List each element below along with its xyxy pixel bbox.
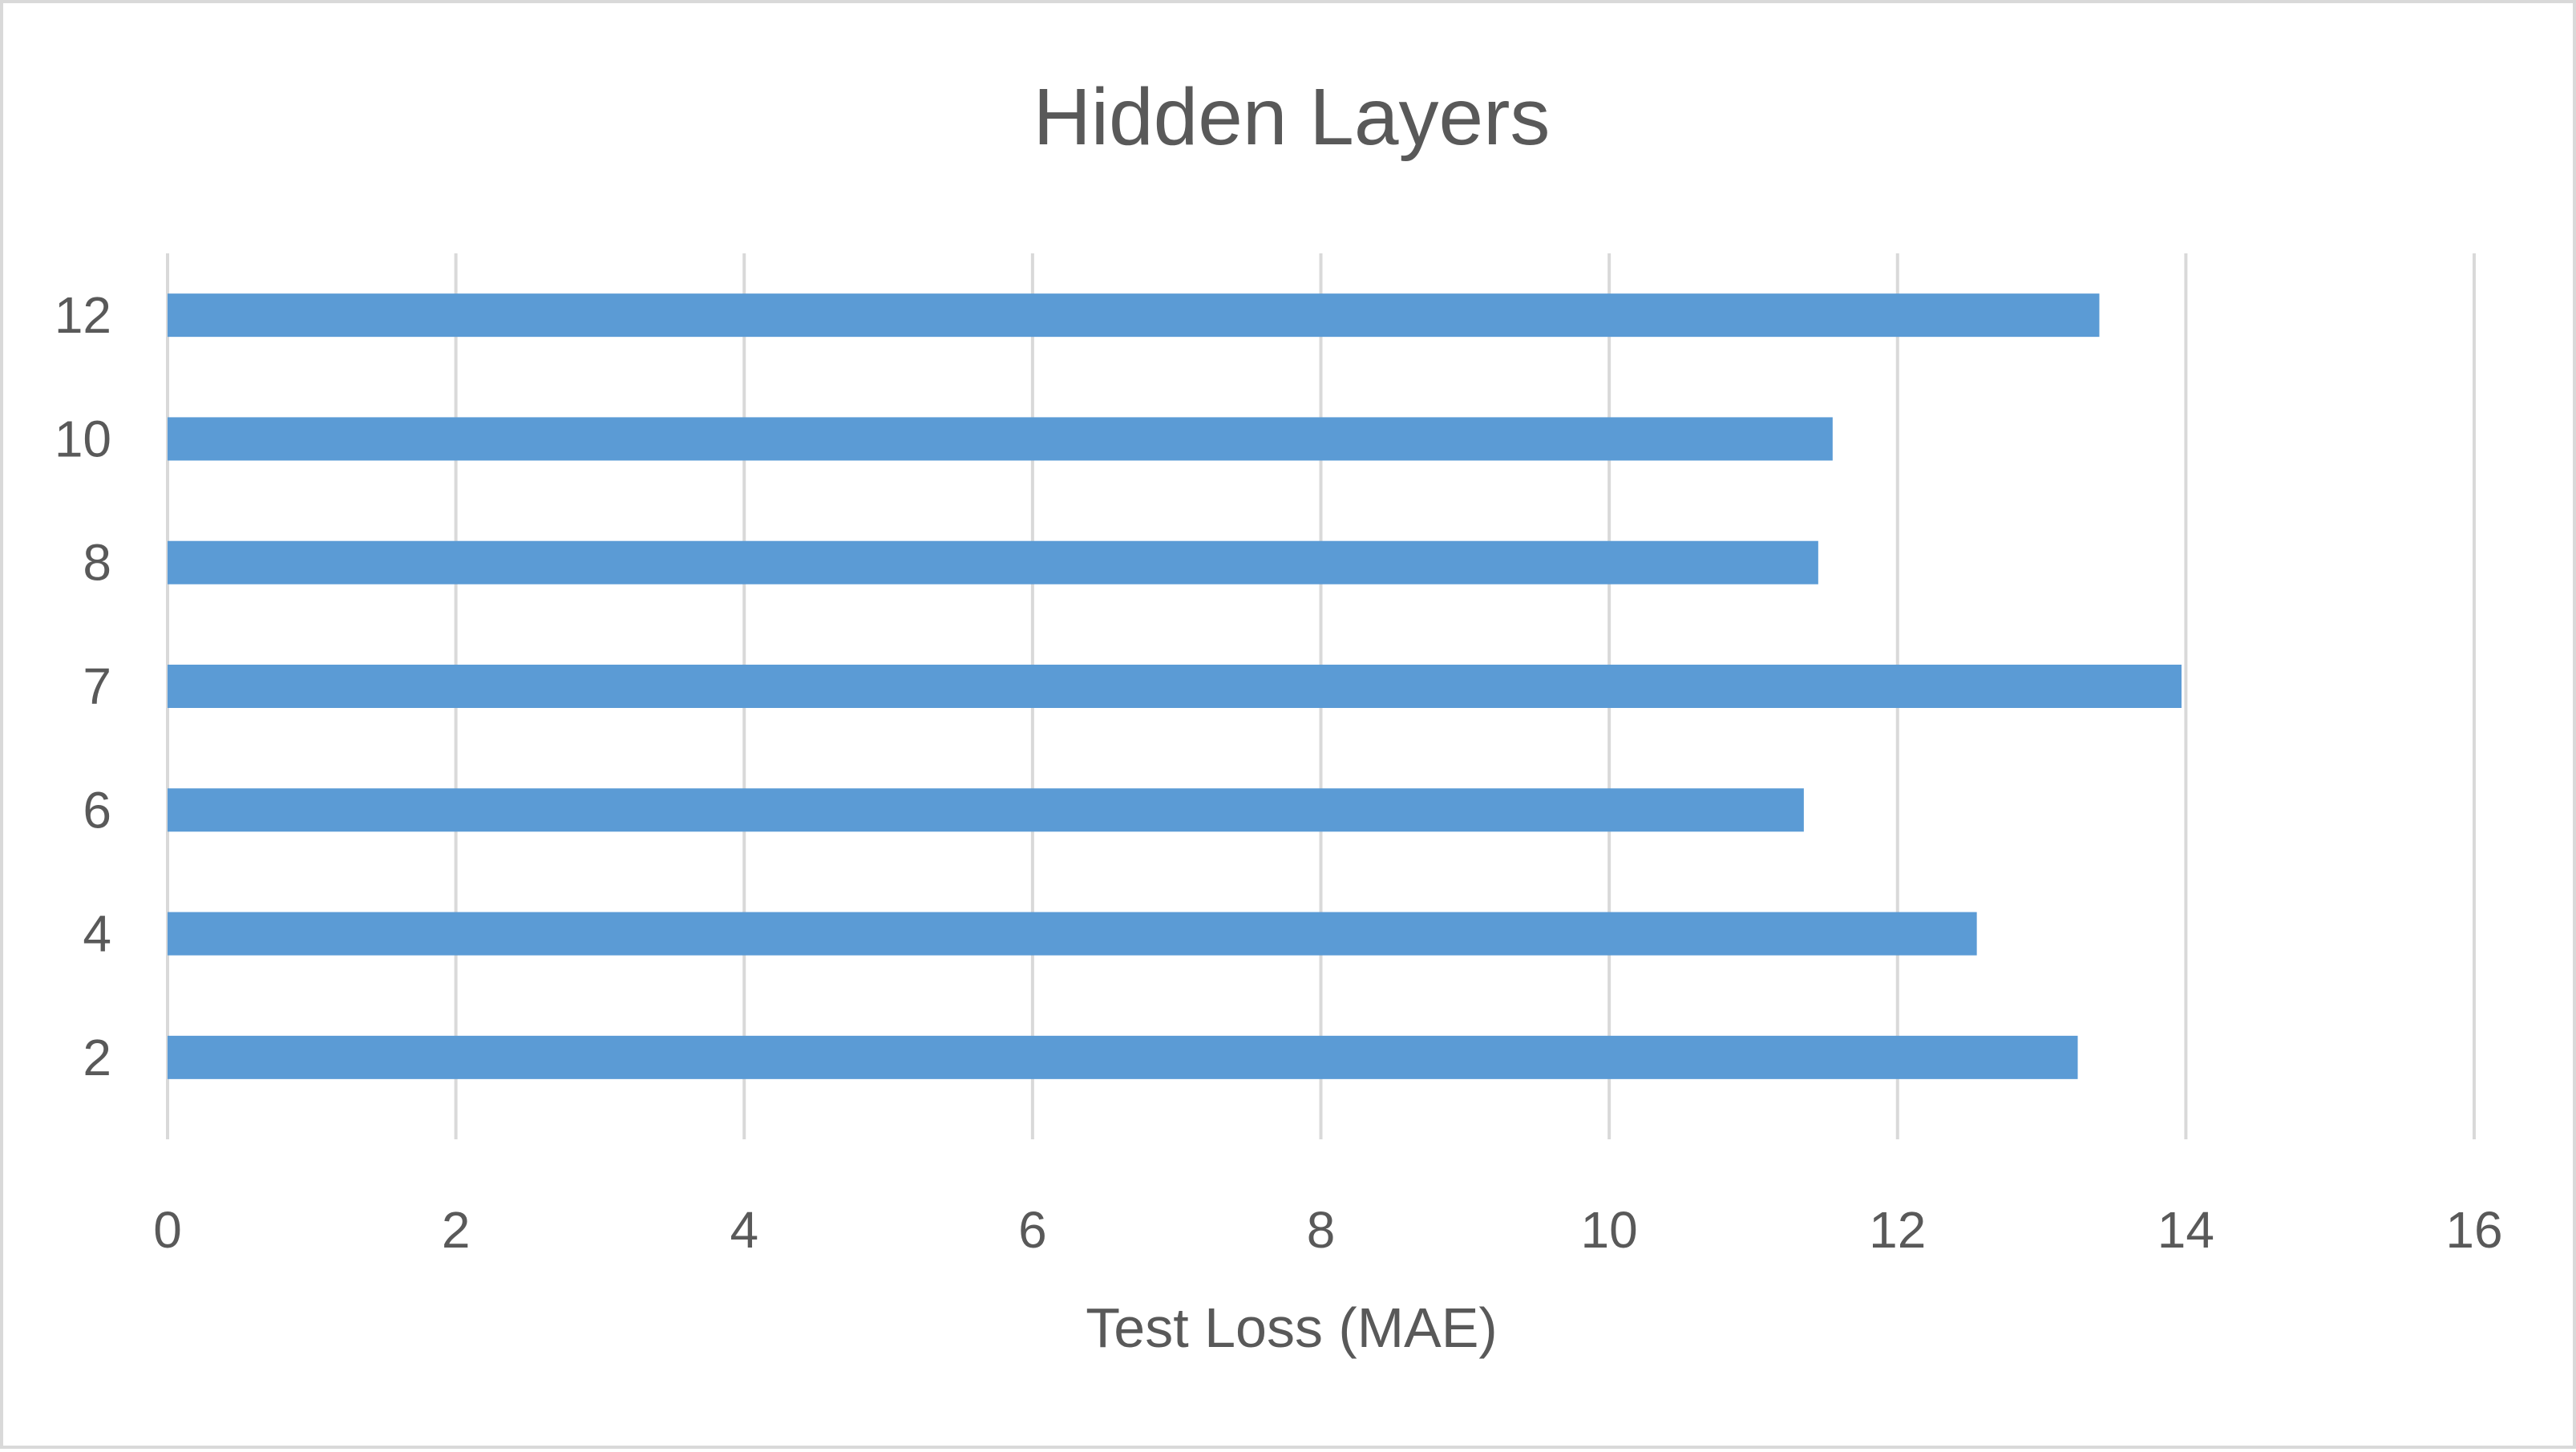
y-tick-label: 6 <box>83 781 111 839</box>
x-tick-label: 12 <box>1869 1201 1926 1259</box>
bar-8 <box>168 540 1818 584</box>
bar-2 <box>168 1035 2078 1079</box>
y-tick-layer: 2 4 6 7 8 10 12 <box>55 286 111 1086</box>
x-tick-layer: 0 2 4 6 8 10 12 14 16 <box>153 1201 2502 1259</box>
chart-svg: Hidden Layers 2 4 6 7 8 10 12 0 2 4 6 8 10 12 14 16 Te… <box>55 72 2503 1359</box>
y-tick-label: 10 <box>55 410 111 467</box>
x-tick-label: 8 <box>1307 1201 1336 1259</box>
bar-4 <box>168 912 1977 956</box>
x-tick-label: 14 <box>2157 1201 2214 1259</box>
bar-6 <box>168 788 1804 832</box>
bar-7 <box>168 665 2182 708</box>
bar-10 <box>168 417 1833 461</box>
y-tick-label: 4 <box>83 905 111 963</box>
x-tick-label: 10 <box>1581 1201 1638 1259</box>
x-tick-label: 16 <box>2445 1201 2502 1259</box>
x-tick-label: 4 <box>730 1201 758 1259</box>
y-tick-label: 8 <box>83 534 111 592</box>
bar-layer <box>168 293 2182 1079</box>
chart-title: Hidden Layers <box>1033 72 1551 162</box>
y-tick-label: 2 <box>83 1029 111 1086</box>
x-axis-title: Test Loss (MAE) <box>1086 1296 1497 1359</box>
x-tick-label: 6 <box>1018 1201 1047 1259</box>
bar-12 <box>168 293 2100 338</box>
x-tick-label: 0 <box>153 1201 182 1259</box>
x-tick-label: 2 <box>442 1201 471 1259</box>
y-tick-label: 12 <box>55 286 111 344</box>
y-tick-label: 7 <box>83 657 111 715</box>
